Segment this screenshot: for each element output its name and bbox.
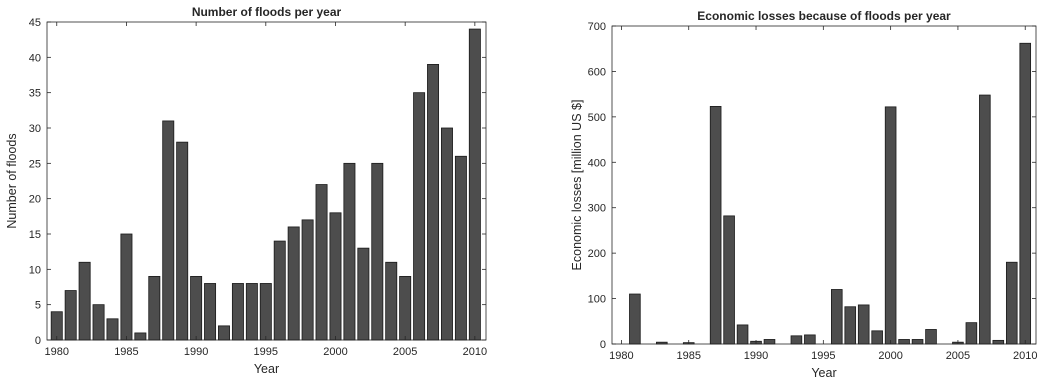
bar <box>831 289 843 345</box>
y-tick-label: 45 <box>29 17 41 29</box>
y-tick-label: 10 <box>29 264 41 276</box>
bar <box>50 311 63 341</box>
bar <box>399 275 412 341</box>
x-tick-label: 2010 <box>463 346 487 358</box>
y-tick-label: 40 <box>29 52 41 64</box>
bar <box>287 226 300 341</box>
y-tick-label: 500 <box>588 112 606 124</box>
bar <box>656 341 668 345</box>
chart-title: Economic losses because of floods per ye… <box>697 9 951 23</box>
y-tick-label: 200 <box>588 248 606 260</box>
bar <box>925 329 937 345</box>
y-tick-label: 35 <box>29 88 41 100</box>
bar <box>1005 261 1018 345</box>
bar <box>357 247 370 341</box>
bar <box>1019 42 1032 345</box>
y-axis-label: Economic losses [million US $] <box>570 100 584 271</box>
bar <box>371 162 384 341</box>
floods-count-chart: 1980 1985 1990 1995 2000 2005 2010 0 5 10 15 20 25 30… <box>5 5 487 376</box>
y-tick-label: 300 <box>588 203 606 215</box>
y-tick-label: 700 <box>588 21 606 33</box>
economic-losses-chart: 1980 1985 1990 1995 2000 2005 2010 0 100 200 300 40… <box>570 9 1037 380</box>
x-axis-label: Year <box>811 366 836 380</box>
x-tick-label: 1990 <box>184 346 208 358</box>
bar <box>804 334 816 345</box>
y-tick-label: 400 <box>588 157 606 169</box>
bar <box>64 290 77 341</box>
x-tick-label: 1980 <box>45 346 69 358</box>
plot-area <box>611 25 1037 345</box>
x-tick-label: 1995 <box>254 346 278 358</box>
bar <box>190 275 203 341</box>
bar <box>441 127 453 341</box>
bar <box>106 318 119 341</box>
y-tick-label: 15 <box>29 229 41 241</box>
bar <box>790 335 803 345</box>
bar <box>427 64 440 341</box>
bar <box>884 106 897 345</box>
x-tick-label: 2000 <box>323 346 347 358</box>
bar <box>709 106 722 345</box>
bar <box>176 141 189 341</box>
x-tick-label: 1990 <box>744 350 768 362</box>
y-tick-label: 0 <box>35 335 41 347</box>
bar <box>385 261 398 341</box>
x-tick-label: 1980 <box>609 350 633 362</box>
y-tick-label: 25 <box>29 158 41 170</box>
bar <box>992 339 1005 345</box>
chart-title: Number of floods per year <box>192 5 342 19</box>
bar <box>763 339 776 345</box>
bar <box>259 283 272 341</box>
x-axis-label: Year <box>254 362 279 376</box>
bar <box>413 92 426 341</box>
bar <box>898 339 910 345</box>
bar <box>629 293 641 345</box>
y-tick-label: 100 <box>588 294 606 306</box>
bar <box>965 322 978 345</box>
bar <box>343 162 356 341</box>
bar <box>148 275 161 341</box>
bar <box>871 330 883 345</box>
bar <box>979 94 991 345</box>
y-axis-label: Number of floods <box>5 133 19 228</box>
bar <box>245 283 258 341</box>
bar <box>231 283 244 341</box>
x-tick-label: 2005 <box>393 346 417 358</box>
bar <box>120 233 133 341</box>
bar <box>857 304 870 345</box>
x-tick-label: 2000 <box>878 350 902 362</box>
bar <box>454 155 467 341</box>
x-tick-label: 1985 <box>676 350 700 362</box>
bar <box>329 212 342 341</box>
bar <box>844 306 857 345</box>
bar <box>162 120 175 341</box>
x-tick-label: 1985 <box>114 346 138 358</box>
y-tick-label: 5 <box>35 300 41 312</box>
bar <box>911 339 924 345</box>
bar <box>78 261 91 341</box>
bar <box>134 332 147 341</box>
bar <box>468 28 481 341</box>
bar <box>723 215 735 345</box>
bar <box>301 219 314 341</box>
bar <box>315 184 328 341</box>
x-tick-label: 2010 <box>1013 350 1037 362</box>
bar <box>92 304 105 341</box>
bar <box>736 324 749 345</box>
bar <box>218 325 230 341</box>
y-tick-label: 20 <box>29 194 41 206</box>
y-tick-label: 30 <box>29 123 41 135</box>
bar <box>273 240 286 341</box>
x-tick-label: 1995 <box>811 350 835 362</box>
bar <box>204 283 217 341</box>
x-tick-label: 2005 <box>946 350 970 362</box>
y-tick-label: 0 <box>600 339 606 351</box>
y-tick-label: 600 <box>588 66 606 78</box>
